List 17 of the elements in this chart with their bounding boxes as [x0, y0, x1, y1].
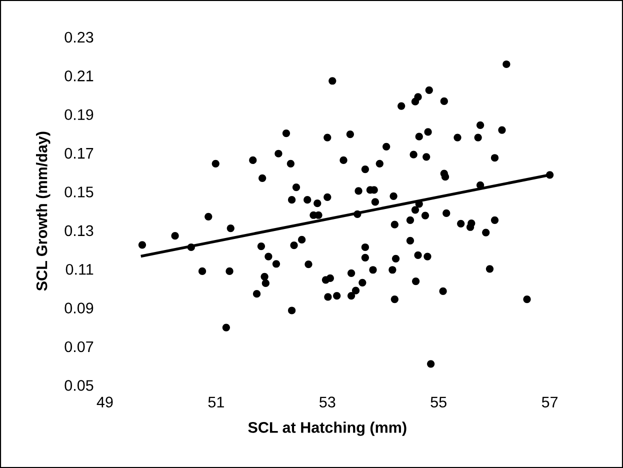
y-tick-label: 0.17	[64, 148, 94, 159]
y-tick-label: 0.21	[64, 70, 94, 82]
y-tick-label: 0.09	[64, 302, 94, 314]
y-tick-label: 0.23	[64, 32, 94, 43]
x-tick-label: 53	[320, 396, 336, 408]
x-tick-label: 51	[208, 396, 224, 408]
x-tick-label: 55	[430, 396, 446, 408]
y-tick-label: 0.19	[64, 109, 94, 120]
y-tick-label: 0.11	[66, 264, 94, 275]
y-tick-label: 0.07	[64, 341, 94, 352]
y-tick-label: 0.15	[64, 186, 94, 198]
x-tick-label: 49	[96, 396, 113, 408]
x-axis-title: SCL at Hatching (mm)	[248, 422, 406, 436]
y-axis-title: SCL Growth (mm/day)	[36, 132, 50, 291]
x-tick-label: 57	[542, 396, 558, 408]
y-tick-label: 0.05	[64, 380, 94, 391]
y-tick-label: 0.13	[64, 225, 94, 236]
